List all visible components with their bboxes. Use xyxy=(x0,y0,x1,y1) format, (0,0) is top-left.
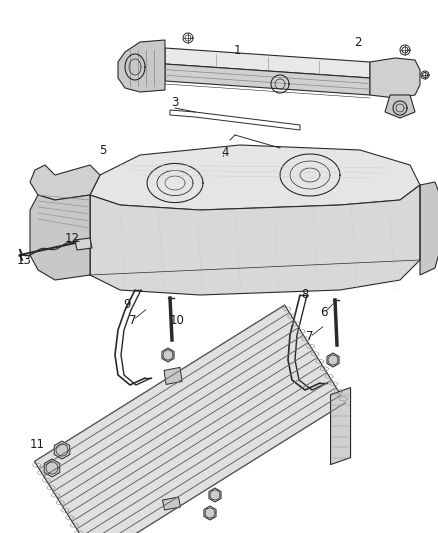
Polygon shape xyxy=(162,348,174,362)
Text: 12: 12 xyxy=(64,231,80,245)
Text: 6: 6 xyxy=(320,306,328,319)
Text: 7: 7 xyxy=(306,330,314,343)
Polygon shape xyxy=(204,506,216,520)
Polygon shape xyxy=(90,145,420,210)
Polygon shape xyxy=(385,95,415,118)
Polygon shape xyxy=(75,238,92,250)
Text: 3: 3 xyxy=(171,96,179,109)
Polygon shape xyxy=(420,182,438,275)
Text: 2: 2 xyxy=(354,36,362,50)
Polygon shape xyxy=(209,488,221,502)
Polygon shape xyxy=(44,459,60,477)
Polygon shape xyxy=(54,441,70,459)
Polygon shape xyxy=(327,353,339,367)
Text: 10: 10 xyxy=(170,313,184,327)
Polygon shape xyxy=(370,58,420,98)
Text: 1: 1 xyxy=(233,44,241,58)
Polygon shape xyxy=(165,48,370,78)
Polygon shape xyxy=(35,305,346,533)
Polygon shape xyxy=(30,195,90,280)
Text: 9: 9 xyxy=(123,297,131,311)
Text: 5: 5 xyxy=(99,143,107,157)
Text: 7: 7 xyxy=(129,313,137,327)
Polygon shape xyxy=(164,367,182,384)
Polygon shape xyxy=(118,40,165,92)
Text: 13: 13 xyxy=(17,254,32,266)
Polygon shape xyxy=(331,387,350,465)
Text: 8: 8 xyxy=(301,287,309,301)
Polygon shape xyxy=(165,64,370,95)
Text: 11: 11 xyxy=(29,439,45,451)
Polygon shape xyxy=(30,165,100,200)
Text: 4: 4 xyxy=(221,147,229,159)
Polygon shape xyxy=(162,497,180,510)
Polygon shape xyxy=(90,185,420,295)
